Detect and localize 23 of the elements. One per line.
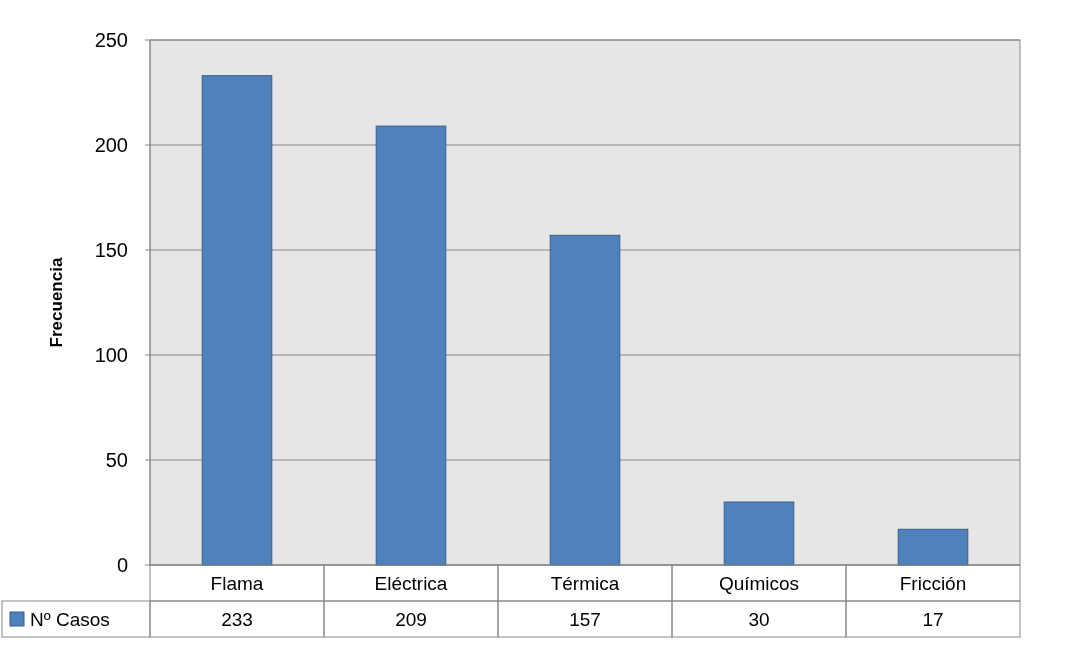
data-label: 209 xyxy=(395,608,427,630)
x-tick-label: Fricción xyxy=(899,572,967,594)
y-tick-label: 50 xyxy=(105,449,128,471)
x-tick-label: Químicos xyxy=(718,572,800,594)
bar xyxy=(375,125,447,566)
y-axis-title: Frecuencia xyxy=(47,257,66,348)
bar xyxy=(201,75,273,566)
bar xyxy=(549,234,621,566)
bar xyxy=(723,501,795,566)
legend-label: Nº Casos xyxy=(30,608,110,630)
data-label: 30 xyxy=(748,608,770,630)
data-label: 17 xyxy=(922,608,944,630)
y-tick-label: 100 xyxy=(94,344,128,366)
y-tick-label: 200 xyxy=(94,134,128,156)
x-tick-label: Térmica xyxy=(550,572,620,594)
y-tick-label: 250 xyxy=(94,29,128,51)
x-tick-label: Flama xyxy=(210,572,264,594)
x-tick-label: Eléctrica xyxy=(374,572,448,594)
data-label: 233 xyxy=(221,608,253,630)
data-label: 157 xyxy=(569,608,601,630)
y-tick-label: 150 xyxy=(94,239,128,261)
y-tick-label: 0 xyxy=(116,554,128,576)
bar xyxy=(897,528,969,566)
